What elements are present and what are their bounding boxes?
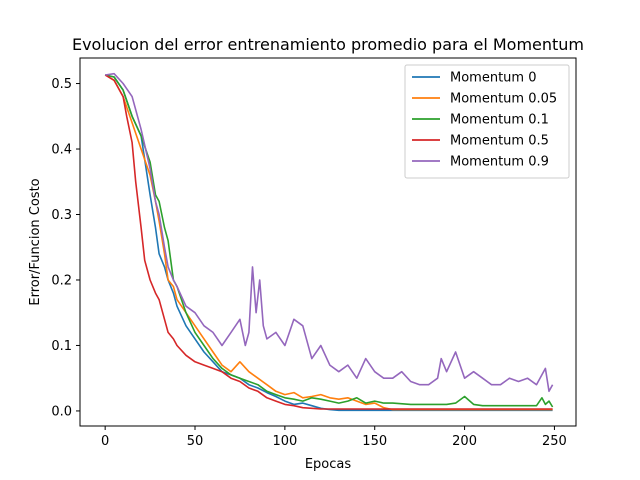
ticks-layer: 0 50 100 150 200 250 0.0 0.1 0.2 0.3 0.4 0.5 [51, 77, 567, 449]
series-line-1 [104, 74, 553, 411]
y-axis-label: Error/Funcion Costo [28, 178, 43, 305]
legend-label-2: Momentum 0.1 [450, 113, 549, 128]
x-tick-label: 250 [542, 434, 567, 449]
y-tick-label: 0.5 [51, 77, 72, 92]
x-axis-label: Epocas [305, 457, 352, 472]
x-tick-label: 50 [187, 434, 204, 449]
series-line-3 [104, 74, 553, 410]
legend: Momentum 0 Momentum 0.05 Momentum 0.1 Momen… [404, 64, 570, 179]
y-tick-label: 0.3 [51, 208, 72, 223]
y-tick-label: 0.0 [51, 404, 72, 419]
x-tick-label: 200 [452, 434, 477, 449]
x-tick-label: 100 [272, 434, 297, 449]
legend-label-3: Momentum 0.5 [450, 134, 549, 149]
legend-label-4: Momentum 0.9 [450, 155, 549, 170]
x-tick-label: 0 [101, 434, 109, 449]
legend-label-0: Momentum 0 [450, 71, 536, 86]
plot-frame [79, 57, 577, 427]
y-tick-label: 0.1 [51, 339, 72, 354]
chart-title: Evolucion del error entrenamiento promed… [72, 35, 584, 54]
legend-label-1: Momentum 0.05 [450, 92, 557, 107]
series-layer [104, 72, 554, 412]
series-line-4 [105, 72, 554, 393]
series-line-2 [105, 74, 554, 408]
y-tick-label: 0.4 [51, 143, 72, 158]
legend-box [404, 64, 570, 179]
x-tick-label: 150 [362, 434, 387, 449]
y-tick-label: 0.2 [51, 273, 72, 288]
